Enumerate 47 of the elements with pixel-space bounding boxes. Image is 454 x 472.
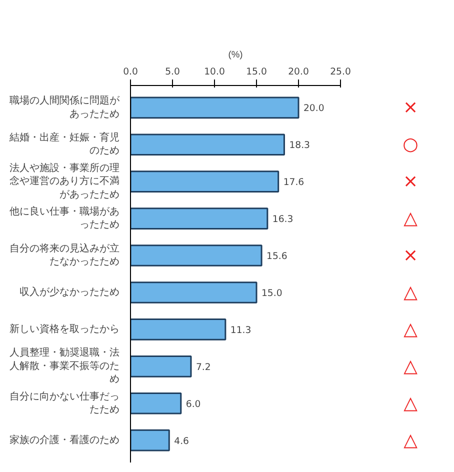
- y-tick-label: 法人や施設・事業所の理念や運営のあり方に不満があったため: [10, 162, 120, 200]
- y-tick-label: 結婚・出産・妊娠・育児のため: [8, 132, 120, 157]
- data-label: 16.3: [272, 214, 294, 226]
- text: △: [404, 282, 418, 303]
- text: ×: [402, 171, 418, 192]
- bar: [130, 429, 170, 452]
- bar: [130, 244, 262, 266]
- bar: [130, 355, 192, 378]
- text: ○: [402, 134, 418, 156]
- y-tick-label: 新しい資格を取ったから: [10, 322, 120, 335]
- x-tick-label: 15.0: [246, 66, 267, 78]
- x-tick-label: 20.0: [288, 66, 309, 78]
- bar: [130, 282, 258, 304]
- data-label: 4.6: [174, 436, 190, 447]
- text: △: [404, 430, 418, 451]
- x-axis-title: (%): [228, 50, 243, 60]
- bar: [130, 392, 182, 414]
- data-label: 11.3: [230, 324, 252, 336]
- y-tick-label: 家族の介護・看護のため: [10, 434, 120, 446]
- data-label: 20.0: [304, 103, 324, 114]
- bar: [130, 318, 226, 340]
- bar: [130, 134, 285, 156]
- data-label: 15.6: [266, 251, 288, 262]
- bar: [130, 96, 300, 119]
- y-tick-label: 自分に向かない仕事だったため: [10, 390, 120, 416]
- y-tick-label: 人員整理・勧奨退職・法人解散・事業不振等のため: [10, 346, 120, 386]
- x-tick-label: 0.0: [123, 66, 138, 78]
- data-label: 15.0: [262, 288, 282, 299]
- y-tick-label: 職場の人間関係に問題があったため: [10, 94, 120, 120]
- y-tick-label: 他に良い仕事・職場があったため: [10, 205, 120, 231]
- text: △: [404, 392, 418, 414]
- y-tick-label: 収入が少なかったため: [20, 286, 120, 298]
- bar: [130, 170, 280, 193]
- text: △: [404, 208, 418, 230]
- x-tick-label: 25.0: [330, 66, 351, 78]
- data-label: 18.3: [289, 140, 310, 152]
- data-label: 17.6: [283, 177, 304, 188]
- text: ×: [402, 97, 418, 118]
- text: ×: [402, 245, 418, 266]
- text: △: [404, 318, 418, 340]
- data-label: 7.2: [196, 362, 211, 373]
- bar: [130, 208, 268, 230]
- text: △: [404, 356, 418, 377]
- data-label: 6.0: [186, 398, 201, 410]
- x-tick-label: 10.0: [204, 66, 225, 78]
- x-tick-label: 5.0: [165, 66, 180, 78]
- y-tick-label: 自分の将来の見込みが立たなかったため: [10, 242, 120, 268]
